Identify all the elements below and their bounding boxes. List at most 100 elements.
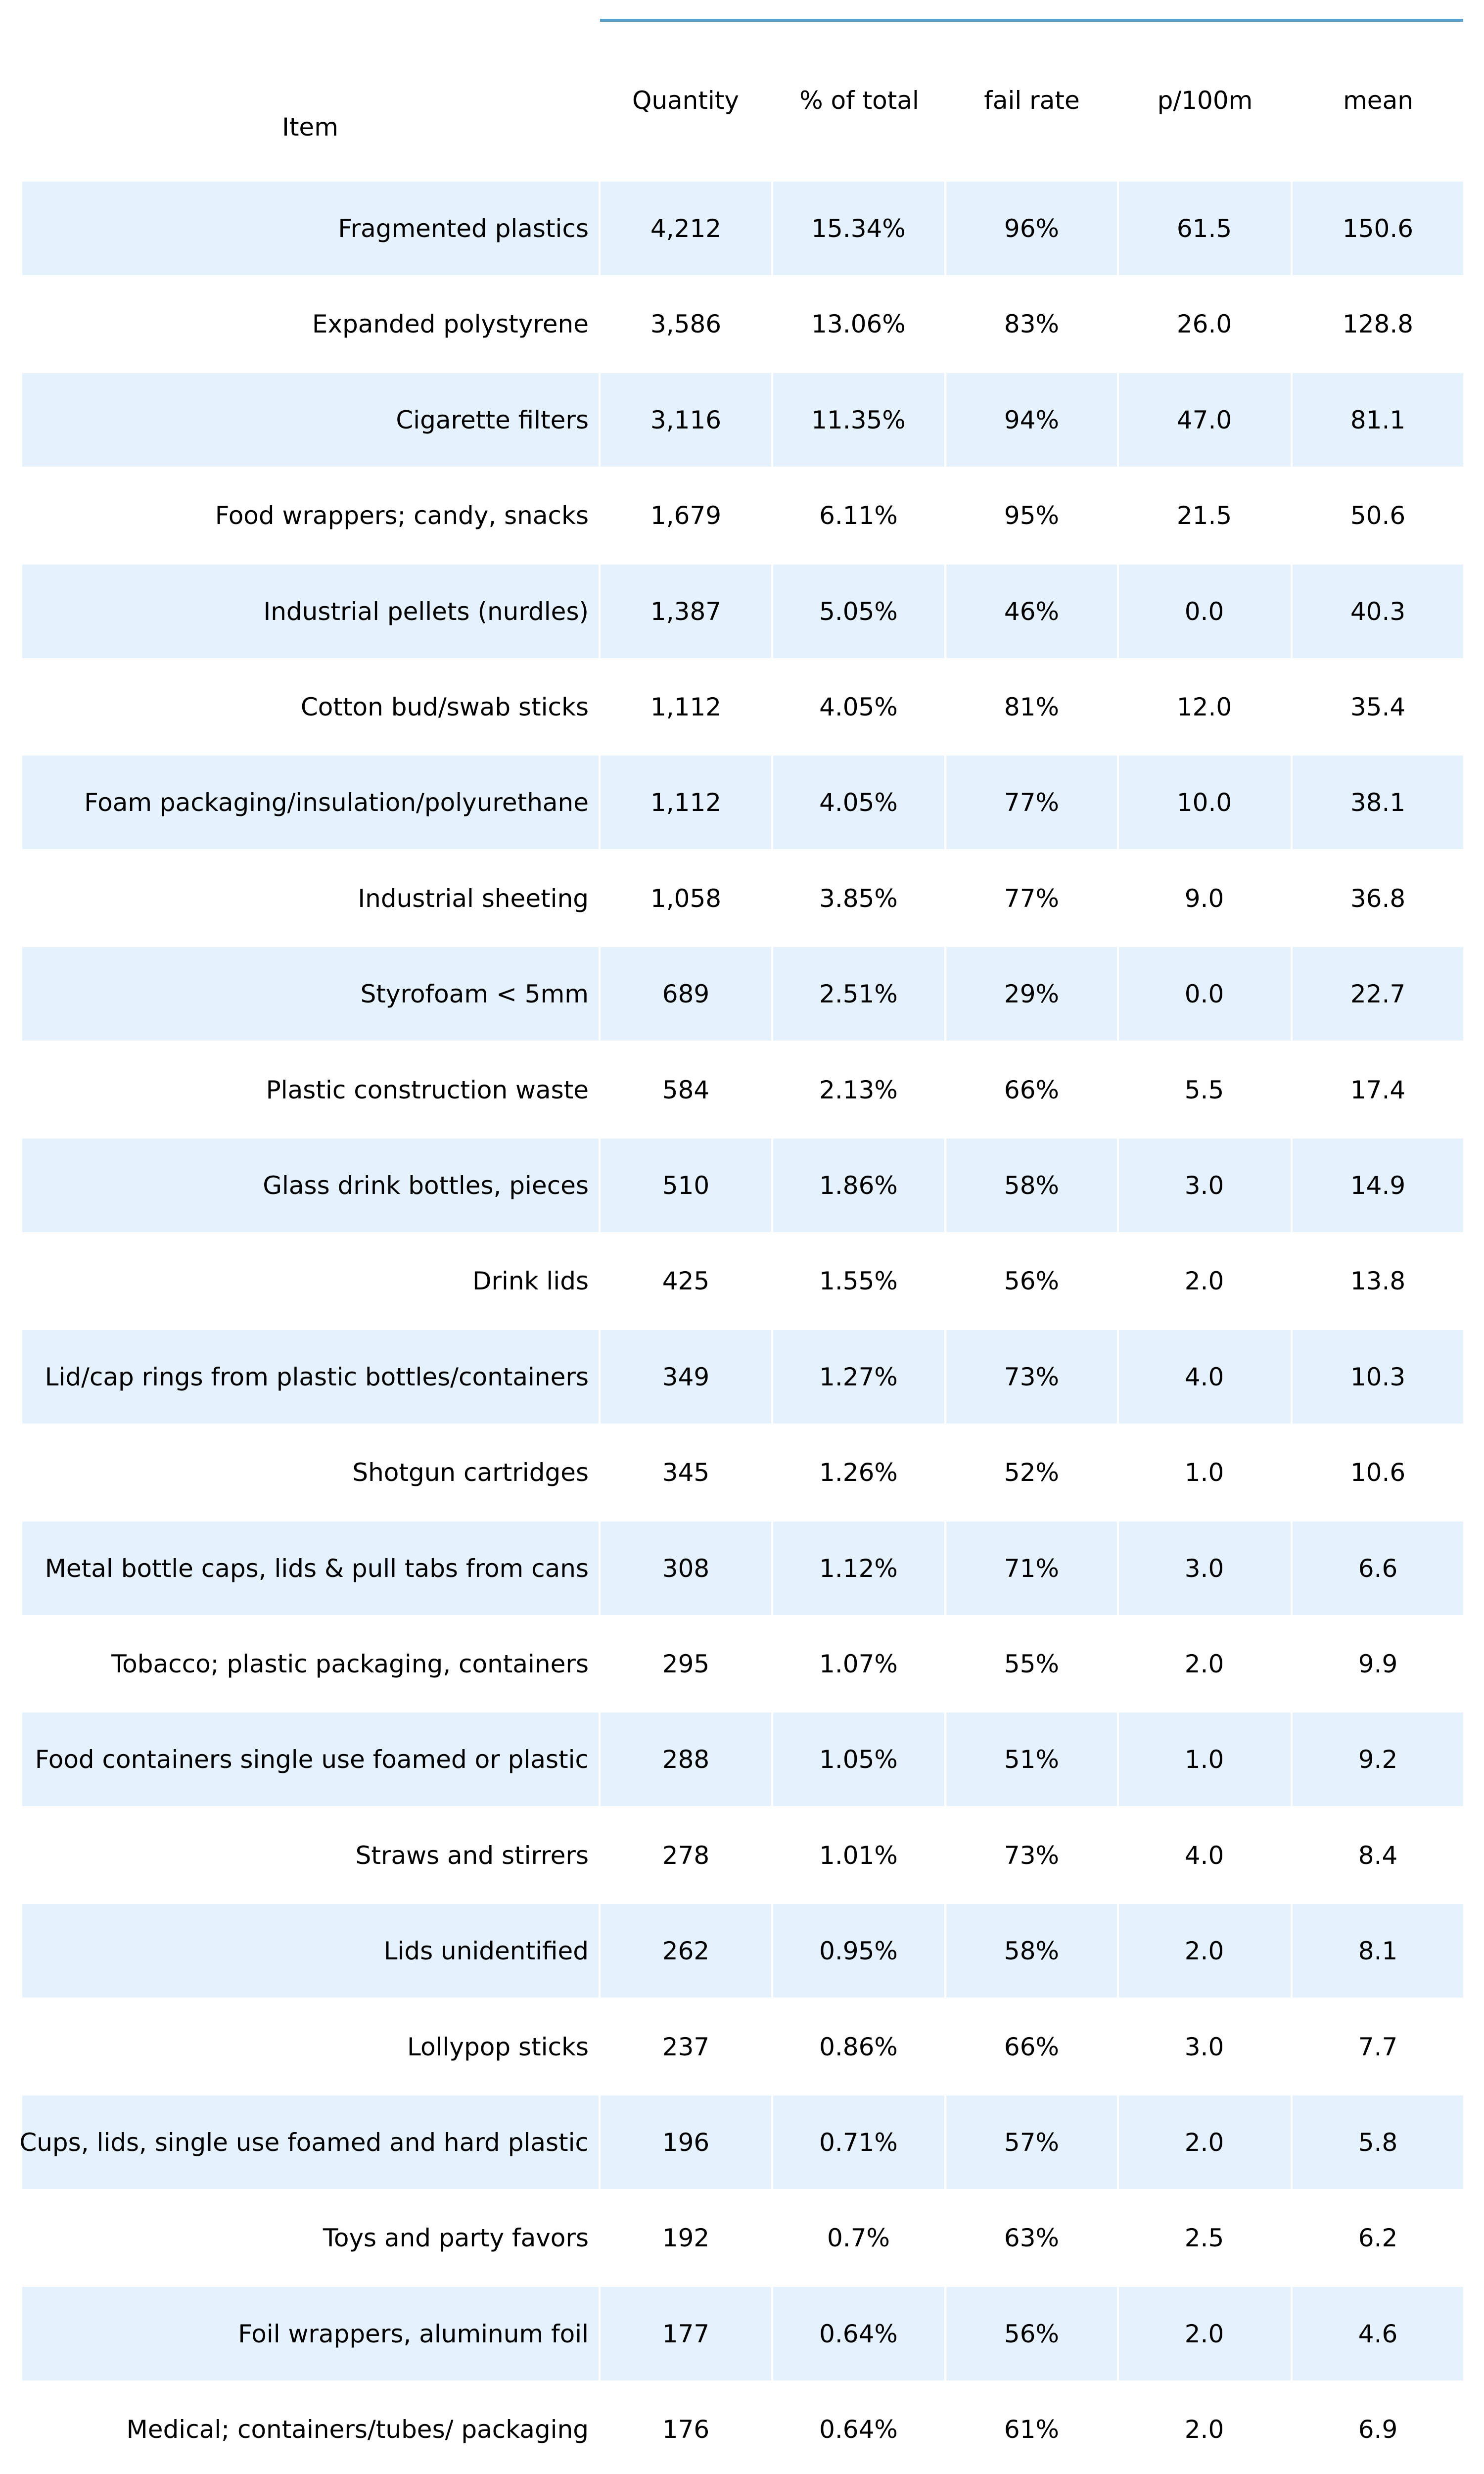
table-row: Cups, lids, single use foamed and hard p… <box>19 2095 1463 2189</box>
column-divider <box>944 277 946 371</box>
column-divider <box>771 1234 773 1328</box>
cell-percent-of-total: 0.64% <box>819 2415 898 2444</box>
column-divider <box>771 277 773 371</box>
column-divider <box>1117 1713 1119 1806</box>
column-divider <box>1291 469 1293 562</box>
cell-item: Industrial sheeting <box>358 884 589 913</box>
cell-quantity: 1,112 <box>650 788 722 817</box>
cell-item: Glass drink bottles, pieces <box>263 1171 589 1200</box>
column-divider <box>771 1904 773 1998</box>
cell-percent-of-total: 1.27% <box>819 1362 898 1391</box>
cell-p-per-100m: 1.0 <box>1184 1745 1224 1774</box>
column-divider <box>944 469 946 562</box>
cell-quantity: 425 <box>662 1266 710 1295</box>
cell-item: Food containers single use foamed or pla… <box>35 1745 589 1774</box>
top-rule <box>600 19 1463 22</box>
column-divider <box>944 2095 946 2189</box>
cell-quantity: 1,112 <box>650 692 722 721</box>
table-row: Cigarette filters 3,116 11.35% 94% 47.0 81.1 <box>22 373 1463 467</box>
cell-mean: 9.9 <box>1358 1649 1398 1678</box>
column-divider <box>599 182 601 275</box>
column-divider <box>1291 1522 1293 1615</box>
column-divider <box>944 1617 946 1711</box>
column-divider <box>1117 277 1119 371</box>
column-divider <box>771 1330 773 1424</box>
column-divider <box>771 2000 773 2093</box>
cell-p-per-100m: 0.0 <box>1184 979 1224 1008</box>
cell-p-per-100m: 10.0 <box>1176 788 1232 817</box>
cell-percent-of-total: 4.05% <box>819 788 898 817</box>
cell-item: Fragmented plastics <box>338 214 589 243</box>
column-divider <box>1117 947 1119 1041</box>
cell-percent-of-total: 1.55% <box>819 1266 898 1295</box>
column-divider <box>771 565 773 658</box>
cell-p-per-100m: 2.0 <box>1184 1649 1224 1678</box>
cell-fail-rate: 73% <box>1004 1841 1060 1870</box>
column-divider <box>1117 1808 1119 1902</box>
column-divider <box>771 1808 773 1902</box>
cell-percent-of-total: 0.64% <box>819 2319 898 2348</box>
column-divider <box>1291 565 1293 658</box>
cell-mean: 6.2 <box>1358 2223 1398 2252</box>
column-divider <box>1117 469 1119 562</box>
column-divider <box>599 565 601 658</box>
cell-quantity: 1,679 <box>650 501 722 530</box>
cell-percent-of-total: 1.26% <box>819 1458 898 1487</box>
cell-percent-of-total: 0.71% <box>819 2128 898 2157</box>
cell-fail-rate: 61% <box>1004 2415 1060 2444</box>
cell-mean: 150.6 <box>1342 214 1414 243</box>
column-divider <box>1291 1330 1293 1424</box>
cell-mean: 8.1 <box>1358 1936 1398 1965</box>
column-divider <box>944 1522 946 1615</box>
cell-mean: 128.8 <box>1342 309 1414 338</box>
cell-mean: 5.8 <box>1358 2128 1398 2157</box>
cell-percent-of-total: 6.11% <box>819 501 898 530</box>
cell-quantity: 4,212 <box>650 214 722 243</box>
cell-item: Expanded polystyrene <box>312 309 589 338</box>
cell-fail-rate: 66% <box>1004 1075 1060 1104</box>
cell-percent-of-total: 1.86% <box>819 1171 898 1200</box>
column-header-quantity: Quantity <box>632 86 740 115</box>
column-divider <box>1291 1808 1293 1902</box>
table-row: Plastic construction waste 584 2.13% 66% 5.5… <box>22 1043 1463 1137</box>
cell-mean: 8.4 <box>1358 1841 1398 1870</box>
cell-quantity: 1,058 <box>650 884 722 913</box>
cell-mean: 14.9 <box>1350 1171 1406 1200</box>
column-header-p-per-100m: p/100m <box>1157 86 1253 115</box>
cell-percent-of-total: 1.12% <box>819 1554 898 1583</box>
table-row: Expanded polystyrene 3,586 13.06% 83% 26.0 12… <box>22 277 1463 371</box>
column-divider <box>944 182 946 275</box>
cell-fail-rate: 77% <box>1004 788 1060 817</box>
cell-item: Foam packaging/insulation/polyurethane <box>84 788 589 817</box>
column-divider <box>944 947 946 1041</box>
cell-fail-rate: 57% <box>1004 2128 1060 2157</box>
cell-fail-rate: 71% <box>1004 1554 1060 1583</box>
column-divider <box>771 373 773 467</box>
cell-quantity: 176 <box>662 2415 710 2444</box>
column-divider <box>1117 1139 1119 1232</box>
column-divider <box>599 660 601 754</box>
column-divider <box>771 1713 773 1806</box>
cell-quantity: 349 <box>662 1362 710 1391</box>
cell-fail-rate: 94% <box>1004 405 1060 434</box>
column-divider <box>1117 2095 1119 2189</box>
cell-quantity: 308 <box>662 1554 710 1583</box>
column-divider <box>1291 660 1293 754</box>
column-divider <box>771 2287 773 2380</box>
column-divider <box>599 1713 601 1806</box>
cell-mean: 40.3 <box>1350 597 1406 626</box>
column-divider <box>1291 182 1293 275</box>
column-divider <box>944 2191 946 2284</box>
column-divider <box>771 1043 773 1137</box>
column-divider <box>599 469 601 562</box>
column-divider <box>599 2095 601 2189</box>
column-divider <box>1117 756 1119 849</box>
cell-quantity: 262 <box>662 1936 710 1965</box>
cell-p-per-100m: 0.0 <box>1184 597 1224 626</box>
column-divider <box>1291 1234 1293 1328</box>
cell-percent-of-total: 1.07% <box>819 1649 898 1678</box>
cell-fail-rate: 46% <box>1004 597 1060 626</box>
cell-quantity: 237 <box>662 2032 710 2061</box>
column-divider <box>1291 2000 1293 2093</box>
column-header-mean: mean <box>1343 86 1413 115</box>
